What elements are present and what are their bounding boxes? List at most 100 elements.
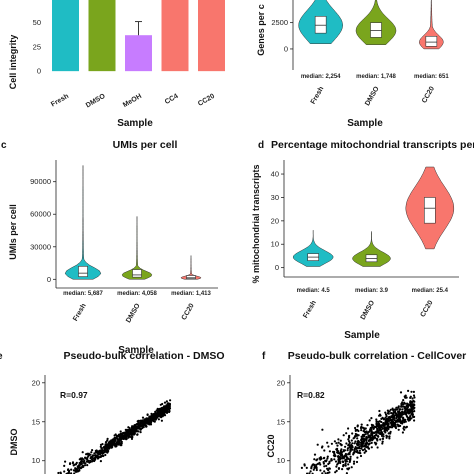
panel-f-point [370, 423, 373, 426]
panel-e-point [99, 443, 103, 446]
panel-f-point [360, 445, 364, 448]
panel-f-point [350, 439, 353, 442]
panel-f-point [363, 448, 366, 451]
panel-f-plot: 10 15 20 [277, 375, 416, 474]
panel-e-point [99, 453, 102, 456]
panel-f-point [341, 468, 344, 471]
panel-e-point [109, 445, 112, 448]
panel-f-point [410, 406, 413, 409]
panel-b-violin [419, 0, 444, 50]
panel-f-point [364, 427, 367, 430]
panel-f-point [365, 436, 368, 439]
panel-f-point [389, 408, 392, 411]
panel-e-point [90, 451, 93, 454]
panel-f-point [347, 468, 350, 471]
panel-e-point [139, 431, 142, 434]
panel-f-point [326, 467, 329, 470]
panel-f-point [368, 435, 371, 439]
panel-f-point [395, 406, 398, 409]
panel-f-point [362, 440, 365, 443]
panel-f-point [337, 438, 340, 441]
panel-a-ytick-label: 0 [37, 67, 41, 76]
panel-f-point [370, 441, 373, 444]
panel-a-xtick-label: CC20 [197, 93, 216, 108]
panel-f-point [411, 397, 414, 400]
panel-e-point [79, 463, 82, 466]
panel-b-plot: 0 2500 5000 median: 2,254 Fresh median: 1,748… [271, 0, 449, 107]
panel-f-point [353, 449, 356, 452]
panel-f-point [315, 468, 318, 472]
panel-f-point [337, 467, 341, 470]
panel-f-point [364, 450, 367, 453]
panel-f-point [305, 466, 308, 469]
panel-f-point [378, 429, 382, 432]
panel-e-point [127, 426, 130, 429]
panel-c-violin [180, 255, 202, 280]
panel-f-point [393, 414, 397, 417]
panel-f-point [348, 436, 351, 439]
panel-f-point [399, 391, 403, 394]
panel-f-point [366, 424, 369, 427]
panel-e-title: Pseudo-bulk correlation - DMSO [63, 350, 224, 362]
panel-f-point [408, 418, 411, 421]
panel-f-point [358, 449, 361, 452]
panel-e-point [84, 457, 87, 460]
panel-f-title: Pseudo-bulk correlation - CellCover [288, 350, 467, 362]
panel-e-point [86, 460, 89, 463]
panel-f-point [410, 401, 413, 404]
panel-d-ylabel: % mitochondrial transcripts [251, 164, 261, 283]
panel-a-bars [52, 0, 225, 72]
panel-e-point [113, 438, 116, 441]
panel-e-point [79, 466, 82, 469]
panel-f-point [352, 451, 355, 454]
panel-e-point [88, 461, 91, 464]
panel-e-point [137, 419, 140, 422]
panel-f-point [379, 432, 382, 435]
panel-e-point [106, 439, 109, 442]
panel-e-point [93, 452, 96, 455]
panel-e-point [149, 423, 153, 426]
panel-f-point [326, 455, 329, 458]
panel-e-scatter-dmso: e Pseudo-bulk correlation - DMSO DMSO R=… [0, 350, 225, 474]
panel-e-point [166, 406, 169, 409]
panel-e-point [108, 440, 111, 443]
panel-f-point [354, 428, 357, 431]
panel-f-point [404, 412, 407, 415]
panel-a-xlabel: Sample [117, 118, 153, 129]
panel-f-point [352, 437, 355, 440]
panel-c-umis-per-cell: c UMIs per cell UMIs per cell 0 30000 6000… [1, 139, 218, 356]
panel-d-ytick-label: 0 [275, 263, 279, 272]
panel-b-boxplot [314, 16, 327, 34]
panel-e-point [160, 415, 163, 418]
panel-f-point [326, 441, 329, 444]
panel-f-point [368, 419, 371, 422]
panel-e-point [148, 423, 151, 426]
panel-e-point [102, 446, 105, 449]
panel-f-point [345, 442, 348, 445]
panel-e-point [91, 454, 95, 457]
panel-d-ytick-label: 10 [271, 240, 279, 249]
panel-d-ytick-label: 30 [271, 193, 279, 202]
panel-f-point [335, 469, 338, 472]
panel-f-point [346, 449, 349, 452]
panel-f-point [370, 446, 373, 449]
panel-f-point [363, 428, 366, 431]
panel-f-point [402, 399, 405, 402]
panel-f-point [360, 429, 363, 432]
panel-a-xtick-label: MeOH [122, 93, 143, 109]
panel-c-xlabel: Sample [118, 345, 154, 356]
panel-d-violin [292, 229, 334, 267]
panel-e-point [78, 468, 81, 471]
panel-f-point [405, 404, 408, 407]
panel-f-point [392, 421, 395, 425]
panel-f-point [413, 415, 416, 418]
panel-f-point [408, 403, 411, 406]
panel-e-point [119, 430, 122, 433]
panel-e-point [93, 459, 96, 463]
panel-e-point [133, 424, 136, 427]
panel-f-point [310, 466, 313, 469]
panel-e-point [80, 466, 83, 469]
panel-f-point [376, 439, 379, 442]
panel-f-point [401, 401, 404, 404]
panel-f-point [385, 436, 388, 439]
